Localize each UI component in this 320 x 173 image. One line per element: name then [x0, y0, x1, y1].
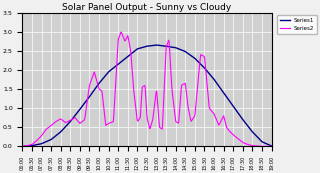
Series2	[139, 101, 143, 103]
Series1	[193, 57, 197, 60]
Series1	[145, 45, 149, 47]
Legend: Series1, Series2: Series1, Series2	[277, 15, 317, 34]
Series1	[174, 47, 178, 49]
Line: Series1: Series1	[22, 45, 272, 146]
Series1	[203, 67, 206, 69]
Series2	[119, 31, 123, 33]
Series2	[156, 103, 160, 105]
Series1	[59, 131, 63, 133]
Series1	[20, 145, 24, 147]
Title: Solar Panel Output - Sunny vs Cloudy: Solar Panel Output - Sunny vs Cloudy	[62, 3, 232, 12]
Series1	[260, 141, 264, 143]
Series1	[88, 96, 92, 98]
Series1	[251, 131, 254, 133]
Series2	[270, 145, 274, 147]
Series1	[270, 145, 274, 147]
Series1	[183, 51, 187, 53]
Series2	[225, 127, 229, 129]
Series2	[169, 76, 173, 78]
Line: Series2: Series2	[22, 32, 272, 146]
Series1	[78, 108, 82, 110]
Series1	[135, 48, 139, 50]
Series1	[40, 143, 44, 145]
Series2	[20, 145, 24, 147]
Series1	[30, 145, 34, 147]
Series1	[116, 63, 120, 65]
Series2	[141, 86, 145, 88]
Series1	[126, 56, 130, 58]
Series1	[49, 138, 53, 140]
Series1	[155, 44, 158, 46]
Series2	[264, 145, 268, 147]
Series1	[107, 71, 111, 73]
Series1	[68, 120, 72, 122]
Series1	[241, 119, 245, 121]
Series1	[97, 82, 101, 84]
Series1	[231, 105, 235, 107]
Series1	[164, 45, 168, 47]
Series1	[222, 92, 226, 94]
Series1	[212, 78, 216, 80]
